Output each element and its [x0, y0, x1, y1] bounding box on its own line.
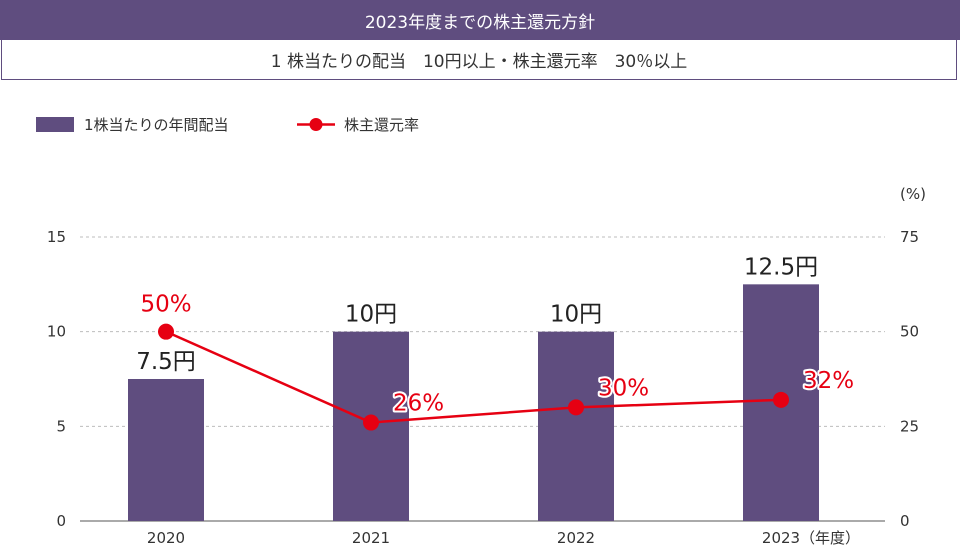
x-tick-label: 2023 — [762, 529, 800, 546]
bar-dividend — [128, 379, 204, 521]
bar-value-label: 10円 — [345, 302, 397, 328]
y-right-tick-label: 75 — [900, 228, 919, 246]
line-value-label: 30% — [598, 375, 649, 401]
legend-bar-swatch — [36, 117, 74, 132]
y-left-tick-label: 15 — [47, 228, 66, 246]
line-shareholder-return — [165, 330, 782, 424]
bar-dividend — [538, 331, 614, 521]
y-left-tick-label: 10 — [47, 323, 66, 341]
line-value-label: 26% — [393, 391, 444, 417]
x-tick-label: 2020 — [147, 529, 185, 546]
x-tick-label: 2022 — [557, 529, 595, 546]
chart-title: 2023年度までの株主還元方針 — [0, 0, 960, 40]
legend-line-label: 株主還元率 — [344, 116, 419, 134]
bar-value-label: 10円 — [550, 302, 602, 328]
policy-statement: 1 株当たりの配当 10円以上・株主還元率 30％以上 — [1, 40, 957, 80]
y-left-tick-label: 5 — [56, 417, 66, 435]
bar-value-label: 7.5円 — [136, 349, 196, 375]
line-point — [773, 391, 789, 408]
line-point — [158, 323, 174, 340]
x-unit-label: （年度） — [800, 529, 860, 546]
y-right-tick-label: 25 — [900, 417, 919, 435]
legend-bar-label: 1株当たりの年間配当 — [84, 116, 229, 134]
bar-value-label: 12.5円 — [744, 254, 818, 280]
x-tick-label: 2021 — [352, 529, 390, 546]
y-right-tick-label: 0 — [900, 512, 910, 530]
y-right-unit-label: (%) — [900, 185, 926, 203]
line-value-label: 32% — [803, 368, 854, 394]
legend-line-marker — [309, 118, 323, 131]
line-point — [363, 414, 379, 431]
y-left-tick-label: 0 — [56, 512, 66, 530]
line-value-label: 50% — [140, 292, 191, 318]
line-point — [568, 399, 584, 416]
y-right-tick-label: 50 — [900, 323, 919, 341]
